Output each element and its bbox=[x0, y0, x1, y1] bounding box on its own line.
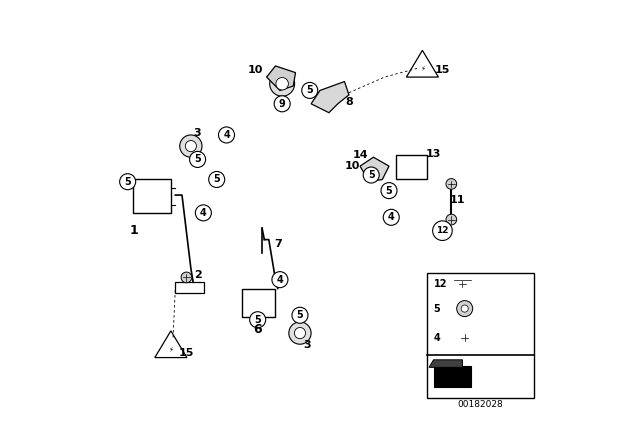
Bar bbox=[242, 289, 275, 318]
Text: 15: 15 bbox=[435, 65, 450, 75]
Text: ⚡: ⚡ bbox=[420, 66, 425, 72]
Bar bbox=[396, 155, 427, 180]
Circle shape bbox=[269, 71, 294, 96]
Circle shape bbox=[181, 272, 192, 283]
Text: 7: 7 bbox=[274, 239, 282, 249]
Circle shape bbox=[120, 174, 136, 190]
Circle shape bbox=[363, 167, 380, 183]
Circle shape bbox=[460, 332, 470, 343]
Circle shape bbox=[218, 127, 234, 143]
Circle shape bbox=[446, 179, 457, 189]
Text: 4: 4 bbox=[223, 130, 230, 140]
Circle shape bbox=[294, 327, 305, 339]
Text: 13: 13 bbox=[426, 149, 441, 159]
Text: 2: 2 bbox=[194, 270, 202, 280]
Text: 10: 10 bbox=[248, 65, 263, 75]
Text: 8: 8 bbox=[345, 97, 353, 107]
Text: 5: 5 bbox=[124, 177, 131, 187]
Circle shape bbox=[186, 141, 196, 152]
Bar bbox=[427, 273, 534, 398]
Circle shape bbox=[250, 312, 266, 328]
Circle shape bbox=[381, 183, 397, 198]
Text: 4: 4 bbox=[276, 275, 284, 284]
Circle shape bbox=[180, 135, 202, 157]
Circle shape bbox=[289, 322, 311, 344]
Circle shape bbox=[292, 307, 308, 323]
Text: 5: 5 bbox=[254, 315, 261, 325]
Text: 6: 6 bbox=[253, 323, 262, 336]
Text: 10: 10 bbox=[344, 161, 360, 171]
Circle shape bbox=[195, 205, 211, 221]
Text: ⚡: ⚡ bbox=[168, 347, 173, 353]
Bar bbox=[433, 366, 472, 387]
Text: 00182028: 00182028 bbox=[458, 400, 503, 409]
Bar bbox=[133, 180, 171, 213]
Text: 4: 4 bbox=[433, 332, 440, 343]
Circle shape bbox=[457, 301, 473, 317]
Text: 12: 12 bbox=[433, 279, 447, 289]
Text: 11: 11 bbox=[449, 194, 465, 205]
Text: 5: 5 bbox=[213, 174, 220, 185]
Circle shape bbox=[272, 271, 288, 288]
Circle shape bbox=[457, 279, 468, 289]
Text: 5: 5 bbox=[194, 155, 201, 164]
Polygon shape bbox=[429, 360, 463, 367]
Polygon shape bbox=[311, 82, 349, 113]
Circle shape bbox=[383, 209, 399, 225]
Circle shape bbox=[433, 221, 452, 241]
Text: 14: 14 bbox=[352, 150, 368, 160]
Polygon shape bbox=[360, 157, 389, 182]
Text: 4: 4 bbox=[388, 212, 395, 222]
Circle shape bbox=[446, 214, 457, 225]
Text: 15: 15 bbox=[179, 348, 194, 358]
Polygon shape bbox=[267, 66, 296, 90]
Text: 5: 5 bbox=[433, 304, 440, 314]
Circle shape bbox=[209, 172, 225, 188]
Text: 5: 5 bbox=[296, 310, 303, 320]
Circle shape bbox=[274, 96, 290, 112]
Text: 9: 9 bbox=[279, 99, 285, 109]
Text: 12: 12 bbox=[436, 226, 449, 235]
Text: 1: 1 bbox=[130, 224, 139, 237]
Circle shape bbox=[461, 305, 468, 312]
Circle shape bbox=[189, 151, 205, 168]
Text: 5: 5 bbox=[386, 185, 392, 196]
Circle shape bbox=[276, 78, 289, 90]
Text: 3: 3 bbox=[303, 340, 310, 350]
Text: 3: 3 bbox=[194, 128, 202, 138]
Text: 5: 5 bbox=[368, 170, 374, 180]
Circle shape bbox=[301, 82, 318, 99]
Text: 4: 4 bbox=[200, 208, 207, 218]
Text: 5: 5 bbox=[307, 86, 313, 95]
